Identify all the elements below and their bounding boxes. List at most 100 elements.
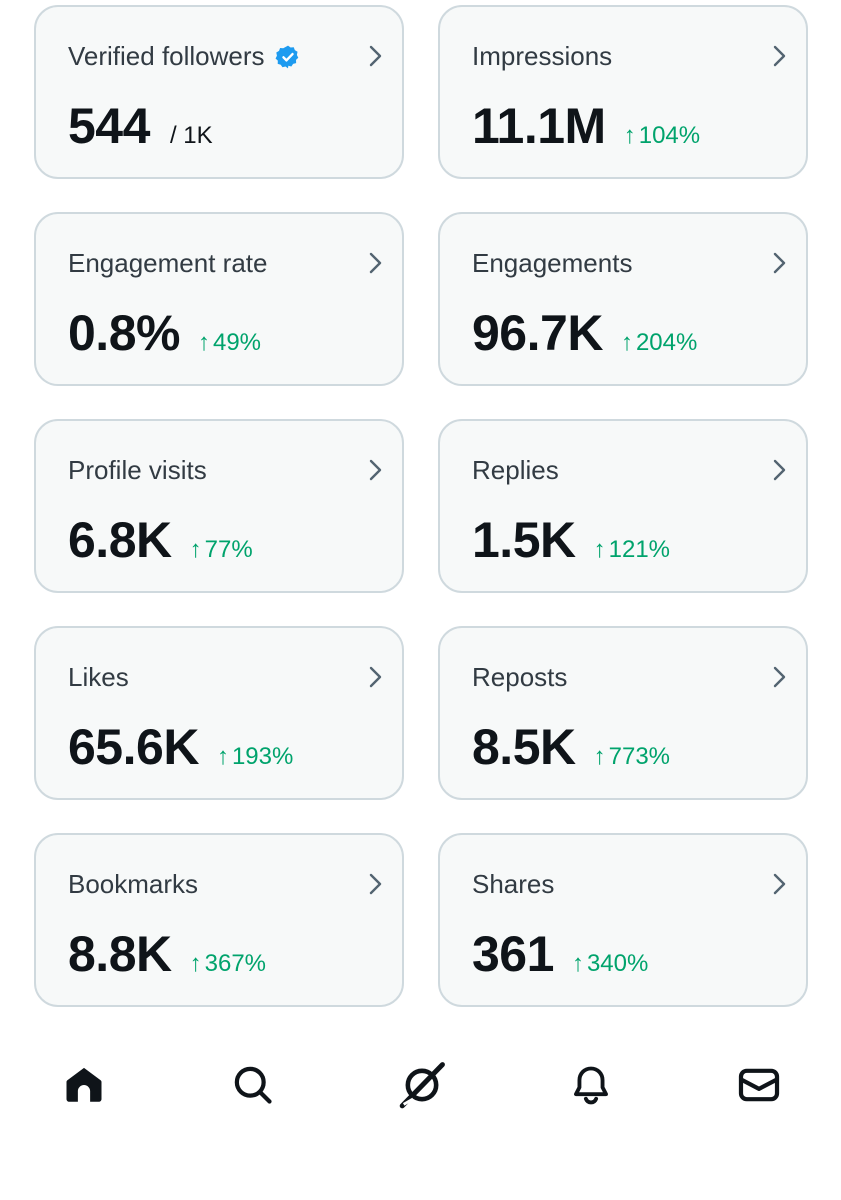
value-row: 1.5K ↑ 121% (472, 511, 670, 569)
chevron-right-icon (369, 459, 382, 481)
nav-search-button[interactable] (228, 1060, 278, 1110)
arrow-up-icon: ↑ (623, 122, 636, 149)
card-verified-followers[interactable]: Verified followers 544 / 1K (34, 5, 404, 179)
change-badge: ↑ 367% (190, 950, 266, 978)
grok-icon (399, 1062, 445, 1109)
nav-notifications-button[interactable] (566, 1060, 616, 1110)
card-title: Impressions (472, 41, 613, 71)
change-badge: ↑ 773% (594, 743, 670, 771)
change-value: 49% (212, 329, 262, 356)
change-value: 367% (204, 950, 267, 977)
change-badge: ↑ 193% (217, 743, 293, 771)
change-value: 193% (231, 743, 294, 770)
chevron-right-icon (773, 45, 786, 67)
value-row: 361 ↑ 340% (472, 925, 648, 983)
chevron-right-icon (773, 873, 786, 895)
chevron-right-icon (369, 45, 382, 67)
card-title-wrap: Replies (472, 455, 559, 486)
card-subvalue: / 1K (169, 122, 213, 149)
card-title: Profile visits (68, 455, 207, 485)
change-badge: ↑ 77% (190, 536, 253, 564)
change-value: 204% (635, 329, 698, 356)
change-badge: ↑ 204% (621, 329, 697, 357)
change-value: 77% (204, 536, 253, 563)
card-value: 65.6K (68, 719, 199, 775)
card-title-wrap: Impressions (472, 41, 612, 72)
card-engagements[interactable]: Engagements 96.7K ↑ 204% (438, 212, 808, 386)
arrow-up-icon: ↑ (571, 950, 584, 977)
change-value: 104% (638, 122, 701, 149)
value-row: 6.8K ↑ 77% (68, 511, 253, 569)
messages-envelope-icon (738, 1068, 780, 1102)
card-title: Verified followers (68, 41, 265, 71)
nav-grok-button[interactable] (397, 1060, 447, 1110)
card-title: Replies (472, 455, 559, 485)
card-title-wrap: Likes (68, 662, 129, 693)
change-badge: ↑ 121% (594, 536, 670, 564)
value-row: 544 / 1K (68, 97, 213, 155)
card-title-wrap: Engagements (472, 248, 632, 279)
arrow-up-icon: ↑ (593, 743, 606, 770)
card-title-wrap: Bookmarks (68, 869, 198, 900)
chevron-right-icon (369, 252, 382, 274)
nav-home-button[interactable] (59, 1060, 109, 1110)
card-profile-visits[interactable]: Profile visits 6.8K ↑ 77% (34, 419, 404, 593)
card-value: 361 (472, 926, 554, 982)
card-value: 8.5K (472, 719, 576, 775)
home-icon (66, 1067, 102, 1102)
card-impressions[interactable]: Impressions 11.1M ↑ 104% (438, 5, 808, 179)
arrow-up-icon: ↑ (189, 536, 202, 563)
chevron-right-icon (369, 873, 382, 895)
card-value: 544 (68, 98, 150, 154)
nav-messages-button[interactable] (734, 1060, 784, 1110)
card-value: 0.8% (68, 305, 180, 361)
value-row: 0.8% ↑ 49% (68, 304, 261, 362)
arrow-up-icon: ↑ (620, 329, 633, 356)
arrow-up-icon: ↑ (197, 329, 210, 356)
value-row: 8.8K ↑ 367% (68, 925, 266, 983)
change-value: 773% (608, 743, 671, 770)
arrow-up-icon: ↑ (216, 743, 229, 770)
bottom-nav (0, 1040, 841, 1130)
card-replies[interactable]: Replies 1.5K ↑ 121% (438, 419, 808, 593)
card-title: Shares (472, 869, 555, 899)
card-shares[interactable]: Shares 361 ↑ 340% (438, 833, 808, 1007)
analytics-grid: Verified followers 544 / 1K Impressions … (34, 5, 808, 1007)
card-title-wrap: Profile visits (68, 455, 207, 486)
chevron-right-icon (773, 666, 786, 688)
card-bookmarks[interactable]: Bookmarks 8.8K ↑ 367% (34, 833, 404, 1007)
card-title: Likes (68, 662, 129, 692)
chevron-right-icon (773, 252, 786, 274)
card-value: 11.1M (472, 98, 606, 154)
card-title: Bookmarks (68, 869, 199, 899)
notifications-bell-icon (574, 1066, 608, 1105)
value-row: 96.7K ↑ 204% (472, 304, 697, 362)
card-title-wrap: Reposts (472, 662, 567, 693)
card-title-wrap: Shares (472, 869, 554, 900)
chevron-right-icon (369, 666, 382, 688)
card-value: 6.8K (68, 512, 172, 568)
value-row: 65.6K ↑ 193% (68, 718, 293, 776)
card-value: 8.8K (68, 926, 172, 982)
arrow-up-icon: ↑ (593, 536, 606, 563)
change-badge: ↑ 49% (198, 329, 261, 357)
arrow-up-icon: ↑ (189, 950, 202, 977)
card-likes[interactable]: Likes 65.6K ↑ 193% (34, 626, 404, 800)
value-row: 11.1M ↑ 104% (472, 97, 700, 155)
chevron-right-icon (773, 459, 786, 481)
card-value: 1.5K (472, 512, 576, 568)
change-badge: ↑ 340% (572, 950, 648, 978)
card-title: Engagements (472, 248, 633, 278)
change-badge: ↑ 104% (624, 122, 700, 150)
card-title: Reposts (472, 662, 568, 692)
change-value: 121% (608, 536, 671, 563)
verified-badge-icon (275, 45, 298, 68)
value-row: 8.5K ↑ 773% (472, 718, 670, 776)
card-engagement-rate[interactable]: Engagement rate 0.8% ↑ 49% (34, 212, 404, 386)
card-reposts[interactable]: Reposts 8.5K ↑ 773% (438, 626, 808, 800)
change-value: 340% (586, 950, 649, 977)
card-value: 96.7K (472, 305, 603, 361)
search-icon (234, 1066, 272, 1104)
card-title-wrap: Verified followers (68, 41, 301, 72)
card-title-wrap: Engagement rate (68, 248, 267, 279)
